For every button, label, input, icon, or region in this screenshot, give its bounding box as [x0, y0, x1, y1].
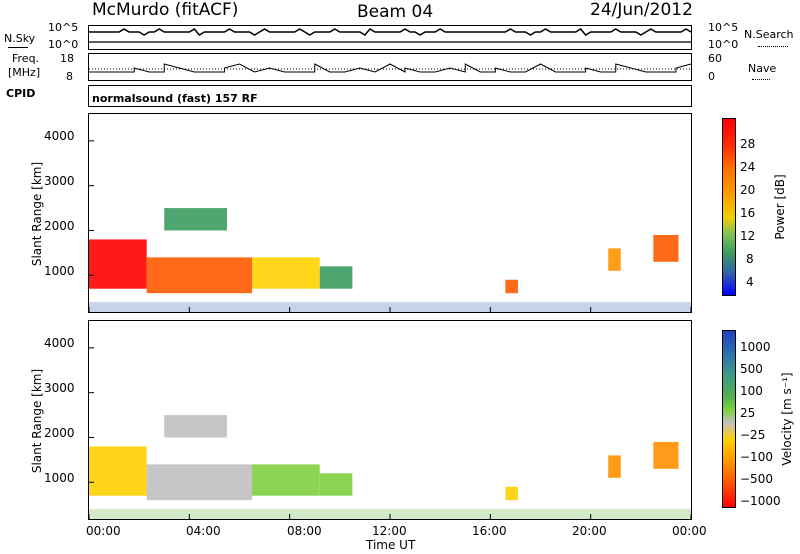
velocity-region-7 — [653, 441, 679, 469]
freq-label: Freq. — [12, 52, 40, 65]
velocity-cbar-tick-neg25: −25 — [740, 428, 766, 442]
power-colorbar — [722, 118, 736, 296]
nave-label: Nave — [748, 62, 777, 75]
nave-tick-bottom: 0 — [708, 70, 715, 83]
velocity-ytick-2000: 2000 — [44, 426, 75, 440]
xtick-0: 00:00 — [86, 524, 121, 538]
velocity-cbar-tick-1000: 1000 — [740, 340, 771, 354]
velocity-cbar-tick-500: 500 — [740, 362, 763, 376]
power-ytick-4000: 4000 — [44, 129, 75, 143]
beam-label: Beam 04 — [357, 2, 434, 22]
nsearch-legend-line — [758, 46, 788, 47]
velocity-region-4 — [164, 415, 227, 438]
power-ytick-3000: 3000 — [44, 174, 75, 188]
station-title: McMurdo (fitACF) — [92, 0, 239, 20]
velocity-cbar-tick-neg500: −500 — [740, 472, 773, 486]
velocity-region-3 — [319, 473, 353, 496]
cpid-label: CPID — [6, 87, 36, 100]
power-cbar-tick-12: 12 — [740, 229, 756, 243]
xtick-6: 00:00 — [672, 524, 707, 538]
nsky-legend-line — [8, 47, 28, 48]
nsearch-tick-top: 10^5 — [708, 21, 739, 34]
power-cbar-tick-4: 4 — [746, 275, 754, 289]
velocity-ytick-3000: 3000 — [44, 381, 75, 395]
xtick-4: 16:00 — [472, 524, 507, 538]
velocity-region-2 — [252, 464, 320, 496]
nsky-panel — [88, 25, 692, 50]
power-region-7 — [653, 234, 679, 262]
xtick-5: 20:00 — [572, 524, 607, 538]
power-region-4 — [164, 208, 227, 231]
nsky-tick-bottom: 10^0 — [48, 38, 79, 51]
velocity-region-5 — [505, 486, 518, 501]
velocity-region-6 — [608, 455, 621, 478]
power-region-2 — [252, 257, 320, 289]
nsky-trace — [89, 28, 692, 36]
freq-trace — [89, 63, 692, 73]
power-ytick-2000: 2000 — [44, 219, 75, 233]
power-region-5 — [505, 279, 518, 294]
power-region-6 — [608, 248, 621, 271]
velocity-ytick-4000: 4000 — [44, 336, 75, 350]
power-ytick-1000: 1000 — [44, 264, 75, 278]
xtick-1: 04:00 — [186, 524, 221, 538]
power-region-0 — [89, 239, 147, 289]
freq-panel — [88, 53, 692, 81]
nsky-label: N.Sky — [4, 32, 36, 45]
power-region-3 — [319, 266, 353, 289]
velocity-region-0 — [89, 446, 147, 496]
power-cbar-tick-20: 20 — [740, 183, 756, 197]
nave-legend-line — [752, 79, 770, 80]
power-cbar-tick-16: 16 — [740, 206, 756, 220]
freq-tick-bottom: 8 — [66, 70, 73, 83]
power-region-1 — [146, 257, 253, 294]
xtick-3: 12:00 — [372, 524, 407, 538]
velocity-cbar-tick-neg1000: −1000 — [740, 494, 781, 508]
velocity-cbar-tick-25: 25 — [740, 406, 756, 420]
cpid-panel — [88, 85, 692, 107]
xlabel: Time UT — [366, 538, 416, 552]
power-cbar-tick-8: 8 — [746, 252, 754, 266]
cpid-text: normalsound (fast) 157 RF — [92, 92, 258, 105]
velocity-region-1 — [146, 464, 253, 501]
nave-tick-top: 60 — [708, 52, 722, 65]
nsearch-label: N.Search — [744, 28, 794, 41]
velocity-cbar-tick-neg100: −100 — [740, 450, 773, 464]
freq-unit: [MHz] — [8, 66, 41, 79]
power-cbar-tick-24: 24 — [740, 160, 756, 174]
velocity-colorbar — [722, 330, 736, 508]
date-label: 24/Jun/2012 — [590, 0, 693, 20]
velocity-cbar-tick-100: 100 — [740, 384, 763, 398]
xtick-2: 08:00 — [287, 524, 322, 538]
velocity-ytick-1000: 1000 — [44, 471, 75, 485]
nsky-tick-top: 10^5 — [48, 21, 79, 34]
freq-tick-top: 18 — [60, 52, 74, 65]
power-cbar-tick-28: 28 — [740, 137, 756, 151]
nsearch-tick-bottom: 10^0 — [708, 38, 739, 51]
